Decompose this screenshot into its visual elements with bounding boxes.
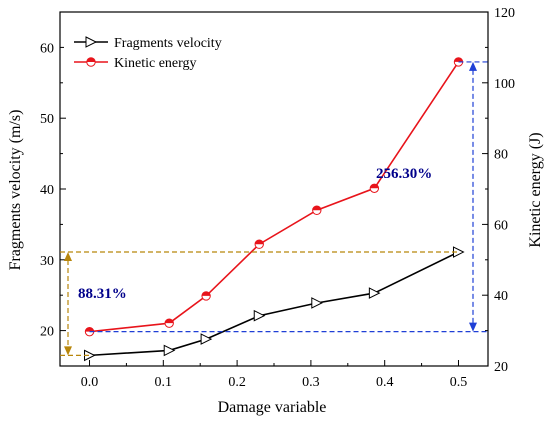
annotation-energy-increase: 256.30% [376,166,432,182]
right-y-tick-label: 100 [494,77,515,92]
x-tick-label: 0.5 [450,375,468,390]
energy-point [254,239,264,249]
left-y-tick-label: 60 [40,41,54,56]
left-y-tick-label: 50 [40,112,54,127]
x-tick-label: 0.2 [228,375,246,390]
left-y-tick-label: 30 [40,254,54,269]
left-y-tick-label: 40 [40,183,54,198]
legend-velocity-marker [85,36,98,48]
energy-bracket-arrow-down [469,322,477,332]
annotation-velocity-increase: 88.31% [78,286,127,302]
x-axis-title: Damage variable [218,399,327,416]
legend: Fragments velocity Kinetic energy [64,34,232,71]
velocity-point [253,309,266,322]
right-y-axis-title: Kinetic energy (J) [527,132,544,247]
left-y-tick-label: 20 [40,325,54,340]
energy-bracket-arrow-up [469,61,477,71]
energy-series-line [89,61,460,333]
left-y-axis-title: Fragments velocity (m/s) [7,110,24,271]
x-tick-label: 0.3 [302,375,320,390]
velocity-point [200,333,213,345]
velocity-point [368,287,381,299]
x-tick-label: 0.4 [376,375,394,390]
legend-energy-marker [86,57,96,67]
velocity-point [163,344,176,357]
energy-point [312,205,322,215]
energy-point [164,318,174,328]
velocity-bracket-arrow-up [64,252,72,262]
right-y-tick-label: 40 [494,289,508,304]
x-tick-label: 0.0 [81,375,99,390]
right-y-tick-label: 120 [494,6,515,21]
x-tick-label: 0.1 [155,375,173,390]
energy-point [369,183,380,193]
plot-area: 0.0 0.1 0.2 0.3 0.4 0.5 20 30 40 50 60 20 40 60 80 100 1… [40,6,515,390]
velocity-point [311,297,323,309]
energy-point [201,291,211,301]
right-y-tick-label: 20 [494,360,508,375]
legend-energy-label: Kinetic energy [114,56,197,71]
right-y-tick-label: 60 [494,218,508,233]
velocity-bracket-arrow-down [64,346,72,356]
velocity-series-line [89,251,459,357]
right-y-tick-label: 80 [494,148,508,163]
legend-velocity-label: Fragments velocity [114,36,222,51]
